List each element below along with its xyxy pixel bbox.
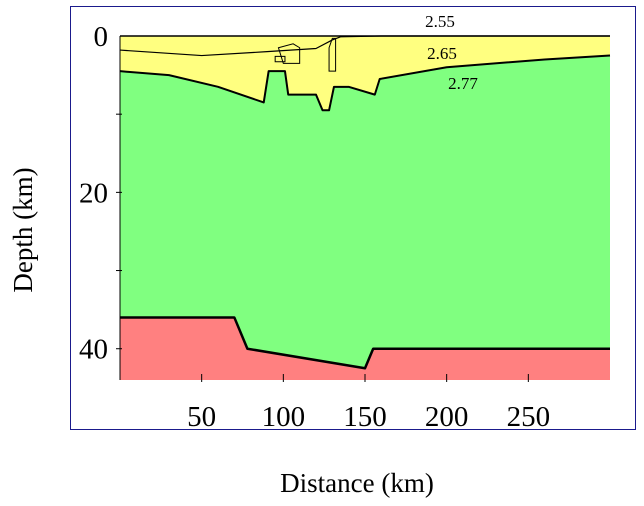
layer-2-55 (120, 36, 610, 56)
boundary-2-55 (119, 35, 610, 57)
density-label: 2.55 (425, 12, 455, 31)
y-tick-label: 20 (79, 177, 108, 209)
layer-2-65 (120, 36, 610, 111)
density-label: 2.77 (448, 74, 478, 93)
boundary-moho (120, 316, 610, 370)
boundary-2-65 (119, 54, 611, 112)
tick-group (116, 113, 529, 382)
layer-2-77 (120, 55, 610, 369)
layer-group (120, 36, 610, 380)
intrusion-outline (328, 37, 337, 72)
y-tick-label: 0 (94, 21, 109, 53)
intrusion-outline (277, 43, 301, 64)
y-axis-title: Depth (km) (8, 167, 38, 292)
density-label: 2.65 (427, 44, 457, 63)
x-axis-title: Distance (km) (280, 468, 434, 498)
boundary-group (119, 35, 611, 380)
intrusion-outline (274, 55, 286, 63)
x-tick-label: 250 (507, 401, 551, 433)
x-tick-label: 150 (343, 401, 387, 433)
label-group: 50 100 150 200 250 0 20 40 2.55 2.65 2.77 (79, 12, 550, 433)
x-tick-label: 50 (187, 401, 216, 433)
x-tick-label: 100 (262, 401, 306, 433)
layer-mantle (120, 317, 610, 380)
y-tick-label: 40 (79, 334, 108, 366)
x-tick-label: 200 (425, 401, 469, 433)
